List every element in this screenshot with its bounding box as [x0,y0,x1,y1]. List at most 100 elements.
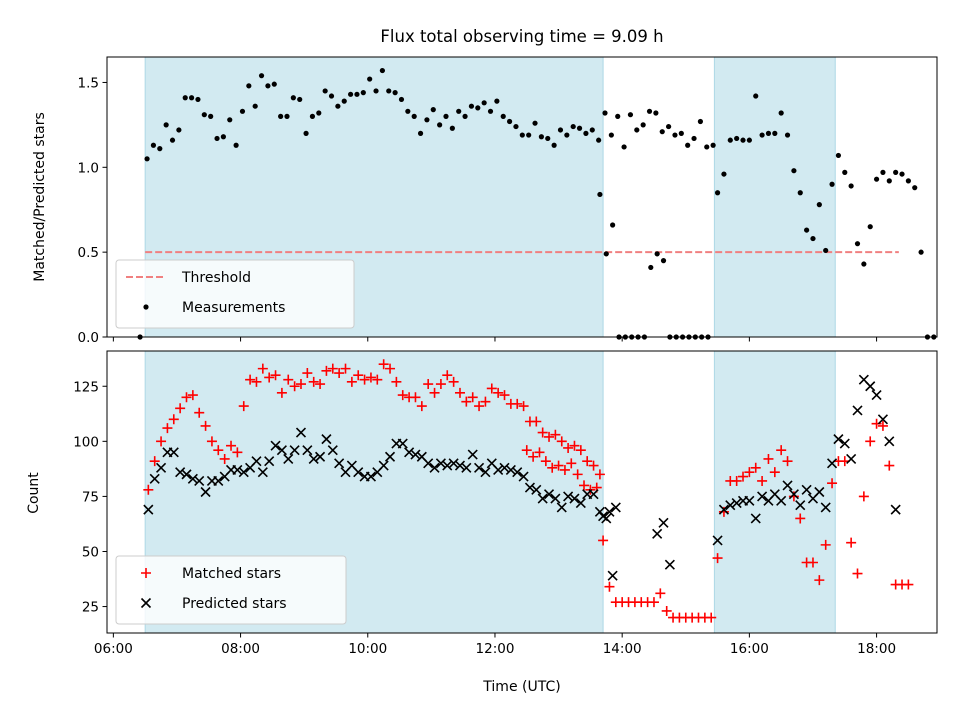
bottom-y-tick-label: 125 [73,379,99,395]
predicted-star-point [378,460,389,471]
matched-star-point [604,581,615,592]
matched-star-point [315,379,326,390]
bottom-y-axis-label: Count [26,472,42,514]
predicted-star-point [187,473,198,484]
measurement-point [672,132,678,138]
measurement-point [456,108,462,114]
legend-measurement-swatch [143,304,149,310]
measurement-point [220,134,226,140]
measurement-point [532,120,538,126]
matched-star-point [454,387,465,398]
matched-star-point [499,390,510,401]
matched-star-point [321,365,332,376]
measurement-point [880,169,886,175]
matched-star-point [744,467,755,478]
predicted-star-point [604,506,615,517]
matched-star-point [493,387,504,398]
matched-star-point [884,460,895,471]
predicted-star-point [782,480,793,491]
measurement-point [411,113,417,119]
measurement-point [603,251,609,257]
bottom-y-tick-label: 25 [82,600,99,616]
measurement-point [538,134,544,140]
matched-star-point [544,431,555,442]
measurement-point [373,88,379,94]
matched-star-point [556,436,567,447]
measurement-point [354,91,360,97]
predicted-star-point [801,484,812,495]
predicted-star-point [505,464,516,476]
matched-star-point [461,396,472,407]
predicted-star-point [270,440,281,451]
measurement-point [424,117,430,123]
matched-star-point [738,471,749,482]
matched-star-point [378,359,389,370]
measurement-point [714,190,721,196]
measurement-point [290,95,296,101]
predicted-star-point [276,445,287,456]
matched-star-point [871,418,882,429]
measurement-point [519,132,525,138]
measurement-point [697,118,704,125]
matched-star-point [547,462,558,473]
measurement-point [506,118,513,125]
measurement-point [685,142,691,148]
matched-star-point [588,460,599,471]
legend-predicted-swatch [140,597,152,609]
measurement-point [621,144,627,150]
measurement-point [405,108,411,114]
predicted-star-point [839,438,850,449]
measurement-point [564,132,570,138]
matched-star-point [858,491,869,502]
matched-star-point [598,535,609,546]
matched-star-point [448,376,459,387]
matched-star-point [559,464,570,475]
matched-star-point [534,447,545,458]
top-legend-box [115,259,355,329]
measurement-point [239,108,246,114]
matched-star-point [877,420,888,431]
measurement-point [759,132,765,138]
matched-star-point [846,537,857,548]
predicted-star-point [607,570,618,581]
top-y-tick-label: 0.5 [78,245,99,261]
measurement-point [861,261,867,267]
measurement-point [246,83,252,89]
predicted-star-point [757,491,768,502]
predicted-star-point [365,471,377,482]
measurement-point [778,110,784,116]
matched-star-point [648,597,659,608]
predicted-star-point [302,445,313,456]
bottom-legend: Matched stars Predicted stars [115,555,347,625]
measurement-point [545,135,551,142]
matched-star-point [814,575,825,586]
measurement-point [804,227,810,233]
predicted-star-point [397,438,408,449]
matched-star-point [594,469,605,480]
measurement-point [791,168,797,174]
measurement-point [341,98,347,104]
matched-star-point [238,401,249,412]
measurement-point [653,110,659,116]
predicted-star-point [652,528,663,539]
matched-star-point [187,390,198,401]
measurement-point [398,96,405,103]
bottom-x-tick-label: 16:00 [730,641,769,657]
matched-star-point [181,392,192,403]
predicted-star-point [251,456,262,467]
top-panel: 0.0 0.5 1.0 1.5 Threshold Measurements [78,56,938,346]
predicted-star-point [149,473,160,484]
matched-star-point [346,376,357,387]
measurement-point [646,108,653,114]
predicted-star-point [404,447,415,458]
bottom-legend-box [115,555,347,625]
measurement-point [430,107,436,113]
top-y-tick-label: 0.0 [78,330,99,346]
matched-star-point [852,568,863,579]
predicted-star-point [890,504,901,515]
measurement-point [918,249,924,255]
measurement-point [784,132,791,138]
predicted-star-point [610,502,621,513]
measurement-point [443,113,449,119]
predicted-star-point [264,456,275,467]
